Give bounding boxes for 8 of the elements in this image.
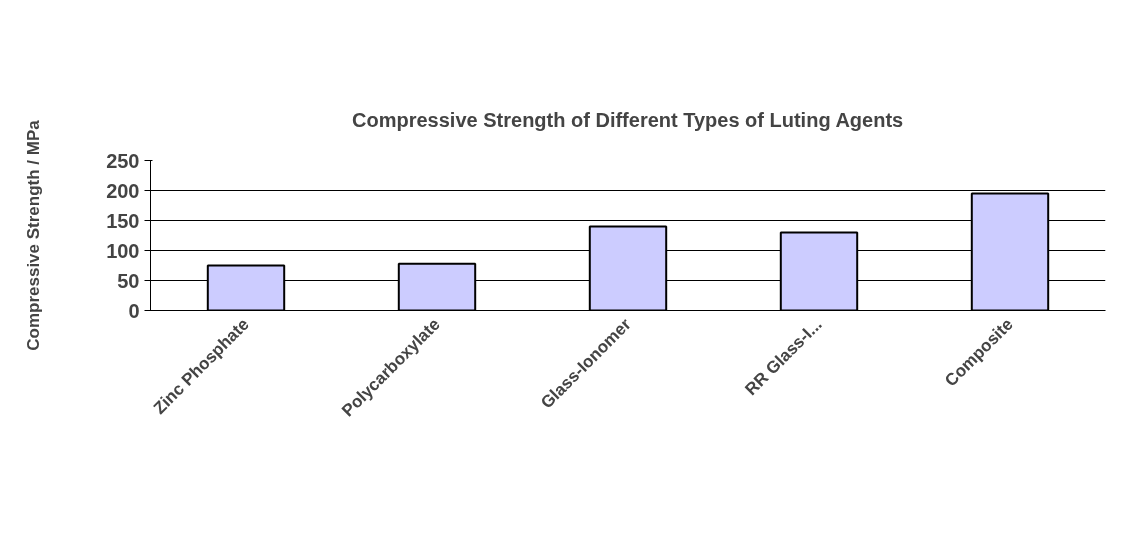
y-tick-label: 250: [106, 149, 140, 172]
chart-title: Compressive Strength of Different Types of Luting Agents: [352, 108, 904, 131]
y-tick-label: 100: [106, 239, 140, 262]
y-axis-title: Compressive Strength / MPa: [24, 119, 44, 351]
y-tick-label: 0: [128, 299, 140, 322]
y-tick-label: 150: [106, 209, 140, 232]
y-tick-label: 50: [117, 269, 140, 292]
y-tick-label: 200: [106, 179, 140, 202]
